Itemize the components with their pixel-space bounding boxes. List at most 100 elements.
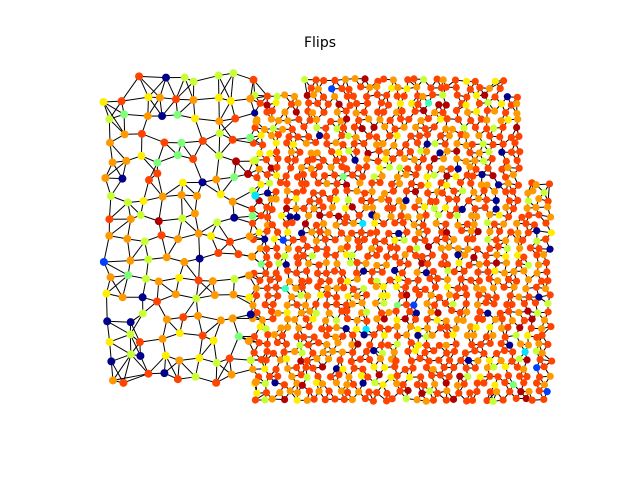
graph-node [298, 277, 306, 285]
graph-node [256, 323, 264, 331]
graph-node [360, 235, 368, 244]
graph-node [423, 315, 431, 323]
graph-node [298, 229, 306, 237]
graph-node [486, 339, 494, 348]
graph-node [441, 299, 450, 307]
graph-node [536, 355, 544, 364]
graph-node [504, 213, 513, 221]
graph-node [425, 387, 434, 395]
graph-node [360, 267, 368, 275]
graph-node [282, 220, 290, 228]
graph-node [332, 293, 341, 301]
graph-node [542, 235, 550, 243]
graph-node [474, 227, 482, 236]
graph-node [229, 290, 238, 299]
graph-node [504, 179, 512, 187]
graph-node [179, 313, 188, 322]
graph-node [454, 221, 462, 229]
graph-node [360, 140, 368, 148]
graph-node [255, 228, 263, 236]
graph-node [293, 379, 301, 387]
graph-node [484, 164, 492, 172]
graph-node [263, 347, 271, 356]
graph-node [403, 165, 412, 173]
graph-node [338, 348, 347, 356]
graph-node [533, 237, 541, 245]
graph-node [269, 315, 277, 323]
graph-node [370, 347, 378, 355]
graph-node [535, 293, 543, 301]
graph-node [535, 387, 543, 395]
graph-node [349, 380, 358, 388]
graph-edge [103, 260, 131, 263]
graph-node [337, 229, 346, 237]
graph-node [486, 132, 494, 140]
graph-node [496, 133, 504, 141]
graph-node [368, 245, 376, 253]
graph-node [510, 267, 518, 276]
graph-node [291, 347, 299, 356]
graph-node [342, 251, 351, 259]
graph-node [313, 99, 322, 108]
graph-node [350, 140, 358, 148]
graph-node [465, 261, 473, 269]
graph-node [371, 219, 379, 227]
graph-node [322, 124, 330, 132]
graph-node [281, 91, 289, 99]
graph-node [511, 139, 519, 147]
graph-node [442, 379, 450, 387]
graph-node [496, 309, 504, 317]
graph-node [381, 123, 389, 131]
graph-node [439, 76, 447, 84]
graph-node [489, 172, 497, 180]
graph-node [437, 132, 445, 140]
graph-node [467, 276, 475, 284]
graph-node [246, 356, 255, 365]
graph-node [365, 115, 373, 123]
graph-node [372, 299, 380, 307]
graph-node [272, 195, 280, 203]
graph-node [424, 260, 432, 268]
graph-node [393, 340, 401, 348]
graph-node [430, 301, 439, 309]
graph-node [99, 257, 108, 266]
graph-node [435, 293, 443, 302]
graph-node [245, 293, 254, 302]
graph-node [341, 219, 349, 227]
graph-node [399, 203, 407, 211]
graph-node [510, 283, 518, 291]
graph-node [522, 285, 530, 293]
graph-edge [103, 261, 129, 276]
graph-node [504, 275, 513, 284]
graph-node [297, 291, 305, 300]
graph-node [363, 317, 371, 325]
graph-node [390, 141, 398, 150]
graph-node [408, 180, 416, 188]
graph-node [454, 284, 462, 293]
graph-node [360, 331, 368, 339]
graph-node [469, 172, 477, 180]
graph-node [535, 340, 543, 348]
graph-node [315, 387, 323, 395]
graph-node [273, 148, 281, 156]
graph-node [177, 138, 186, 147]
graph-node [527, 324, 535, 332]
graph-node [418, 252, 426, 261]
graph-node [533, 251, 541, 259]
graph-node [378, 268, 386, 276]
graph-edge [198, 233, 201, 259]
graph-node [468, 341, 476, 349]
graph-node [389, 187, 397, 195]
graph-node [256, 99, 264, 107]
graph-node [330, 267, 339, 275]
graph-node [289, 140, 298, 149]
graph-node [173, 110, 182, 119]
graph-node [342, 213, 351, 221]
graph-node [411, 235, 419, 244]
graph-node [331, 395, 339, 403]
graph-node [505, 197, 514, 205]
graph-node [430, 171, 438, 179]
graph-node [139, 196, 148, 205]
graph-node [251, 378, 260, 387]
